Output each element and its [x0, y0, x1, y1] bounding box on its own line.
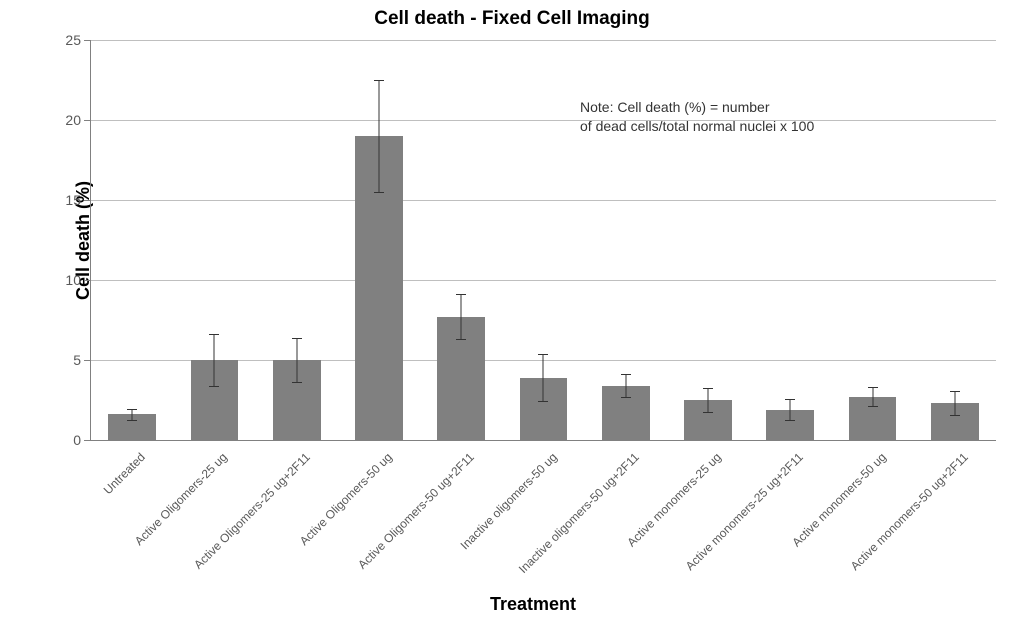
error-bar [214, 334, 215, 385]
plot-area: 0510152025UntreatedActive Oligomers-25 u… [90, 40, 996, 441]
x-tick-label: Active Oligomers-25 ug [79, 450, 230, 601]
bar-slot [191, 40, 239, 440]
y-tickmark [84, 200, 91, 201]
x-tick-label: Inactive oligomers-50 ug [408, 450, 559, 601]
error-cap [292, 338, 302, 339]
error-cap [703, 412, 713, 413]
y-tickmark [84, 280, 91, 281]
x-tick-label: Active monomers-25 ug [573, 450, 724, 601]
y-tick-label: 20 [65, 112, 81, 128]
error-cap [868, 387, 878, 388]
error-bar [543, 354, 544, 400]
y-tick-label: 25 [65, 32, 81, 48]
error-cap [538, 401, 548, 402]
bar-slot [108, 40, 156, 440]
chart-note: Note: Cell death (%) = number of dead ce… [580, 98, 814, 136]
note-line2: of dead cells/total normal nuclei x 100 [580, 118, 814, 134]
error-bar [625, 374, 626, 396]
error-cap [621, 397, 631, 398]
error-cap [538, 354, 548, 355]
error-cap [209, 386, 219, 387]
error-bar [708, 388, 709, 412]
y-tickmark [84, 40, 91, 41]
x-tick-label: Active Oligomers-50 ug [244, 450, 395, 601]
error-bar [790, 399, 791, 420]
bar-slot [273, 40, 321, 440]
bar-slot [437, 40, 485, 440]
bar-slot [355, 40, 403, 440]
error-bar [872, 387, 873, 406]
y-tickmark [84, 120, 91, 121]
bar-slot [931, 40, 979, 440]
error-bar [954, 391, 955, 415]
error-bar [296, 338, 297, 381]
y-tickmark [84, 440, 91, 441]
error-cap [374, 80, 384, 81]
x-tick-label: Active monomers-50 ug+2F11 [819, 450, 970, 601]
error-cap [209, 334, 219, 335]
y-tick-label: 0 [73, 432, 81, 448]
error-cap [456, 339, 466, 340]
bar-slot [849, 40, 897, 440]
error-cap [374, 192, 384, 193]
error-cap [292, 382, 302, 383]
error-bar [461, 294, 462, 339]
y-tick-label: 15 [65, 192, 81, 208]
chart-container: Cell death - Fixed Cell Imaging Cell dea… [0, 0, 1024, 628]
x-tick-label: Active Oligomers-50 ug+2F11 [326, 450, 477, 601]
chart-title: Cell death - Fixed Cell Imaging [0, 8, 1024, 30]
bar-slot [520, 40, 568, 440]
x-tick-label: Active Oligomers-25 ug+2F11 [161, 450, 312, 601]
error-cap [621, 374, 631, 375]
error-cap [127, 420, 137, 421]
error-bar [378, 80, 379, 192]
x-tick-label: Untreated [0, 450, 148, 601]
error-cap [456, 294, 466, 295]
error-cap [785, 399, 795, 400]
note-line1: Note: Cell death (%) = number [580, 99, 769, 115]
error-cap [950, 415, 960, 416]
error-cap [950, 391, 960, 392]
y-tickmark [84, 360, 91, 361]
x-tick-label: Active monomers-25 ug+2F11 [655, 450, 806, 601]
x-tick-label: Inactive oligomers-50 ug+2F11 [490, 450, 641, 601]
error-cap [127, 409, 137, 410]
error-cap [785, 420, 795, 421]
x-tick-label: Active monomers-50 ug [737, 450, 888, 601]
error-cap [868, 406, 878, 407]
y-tick-label: 5 [73, 352, 81, 368]
error-bar [132, 409, 133, 420]
error-cap [703, 388, 713, 389]
y-tick-label: 10 [65, 272, 81, 288]
